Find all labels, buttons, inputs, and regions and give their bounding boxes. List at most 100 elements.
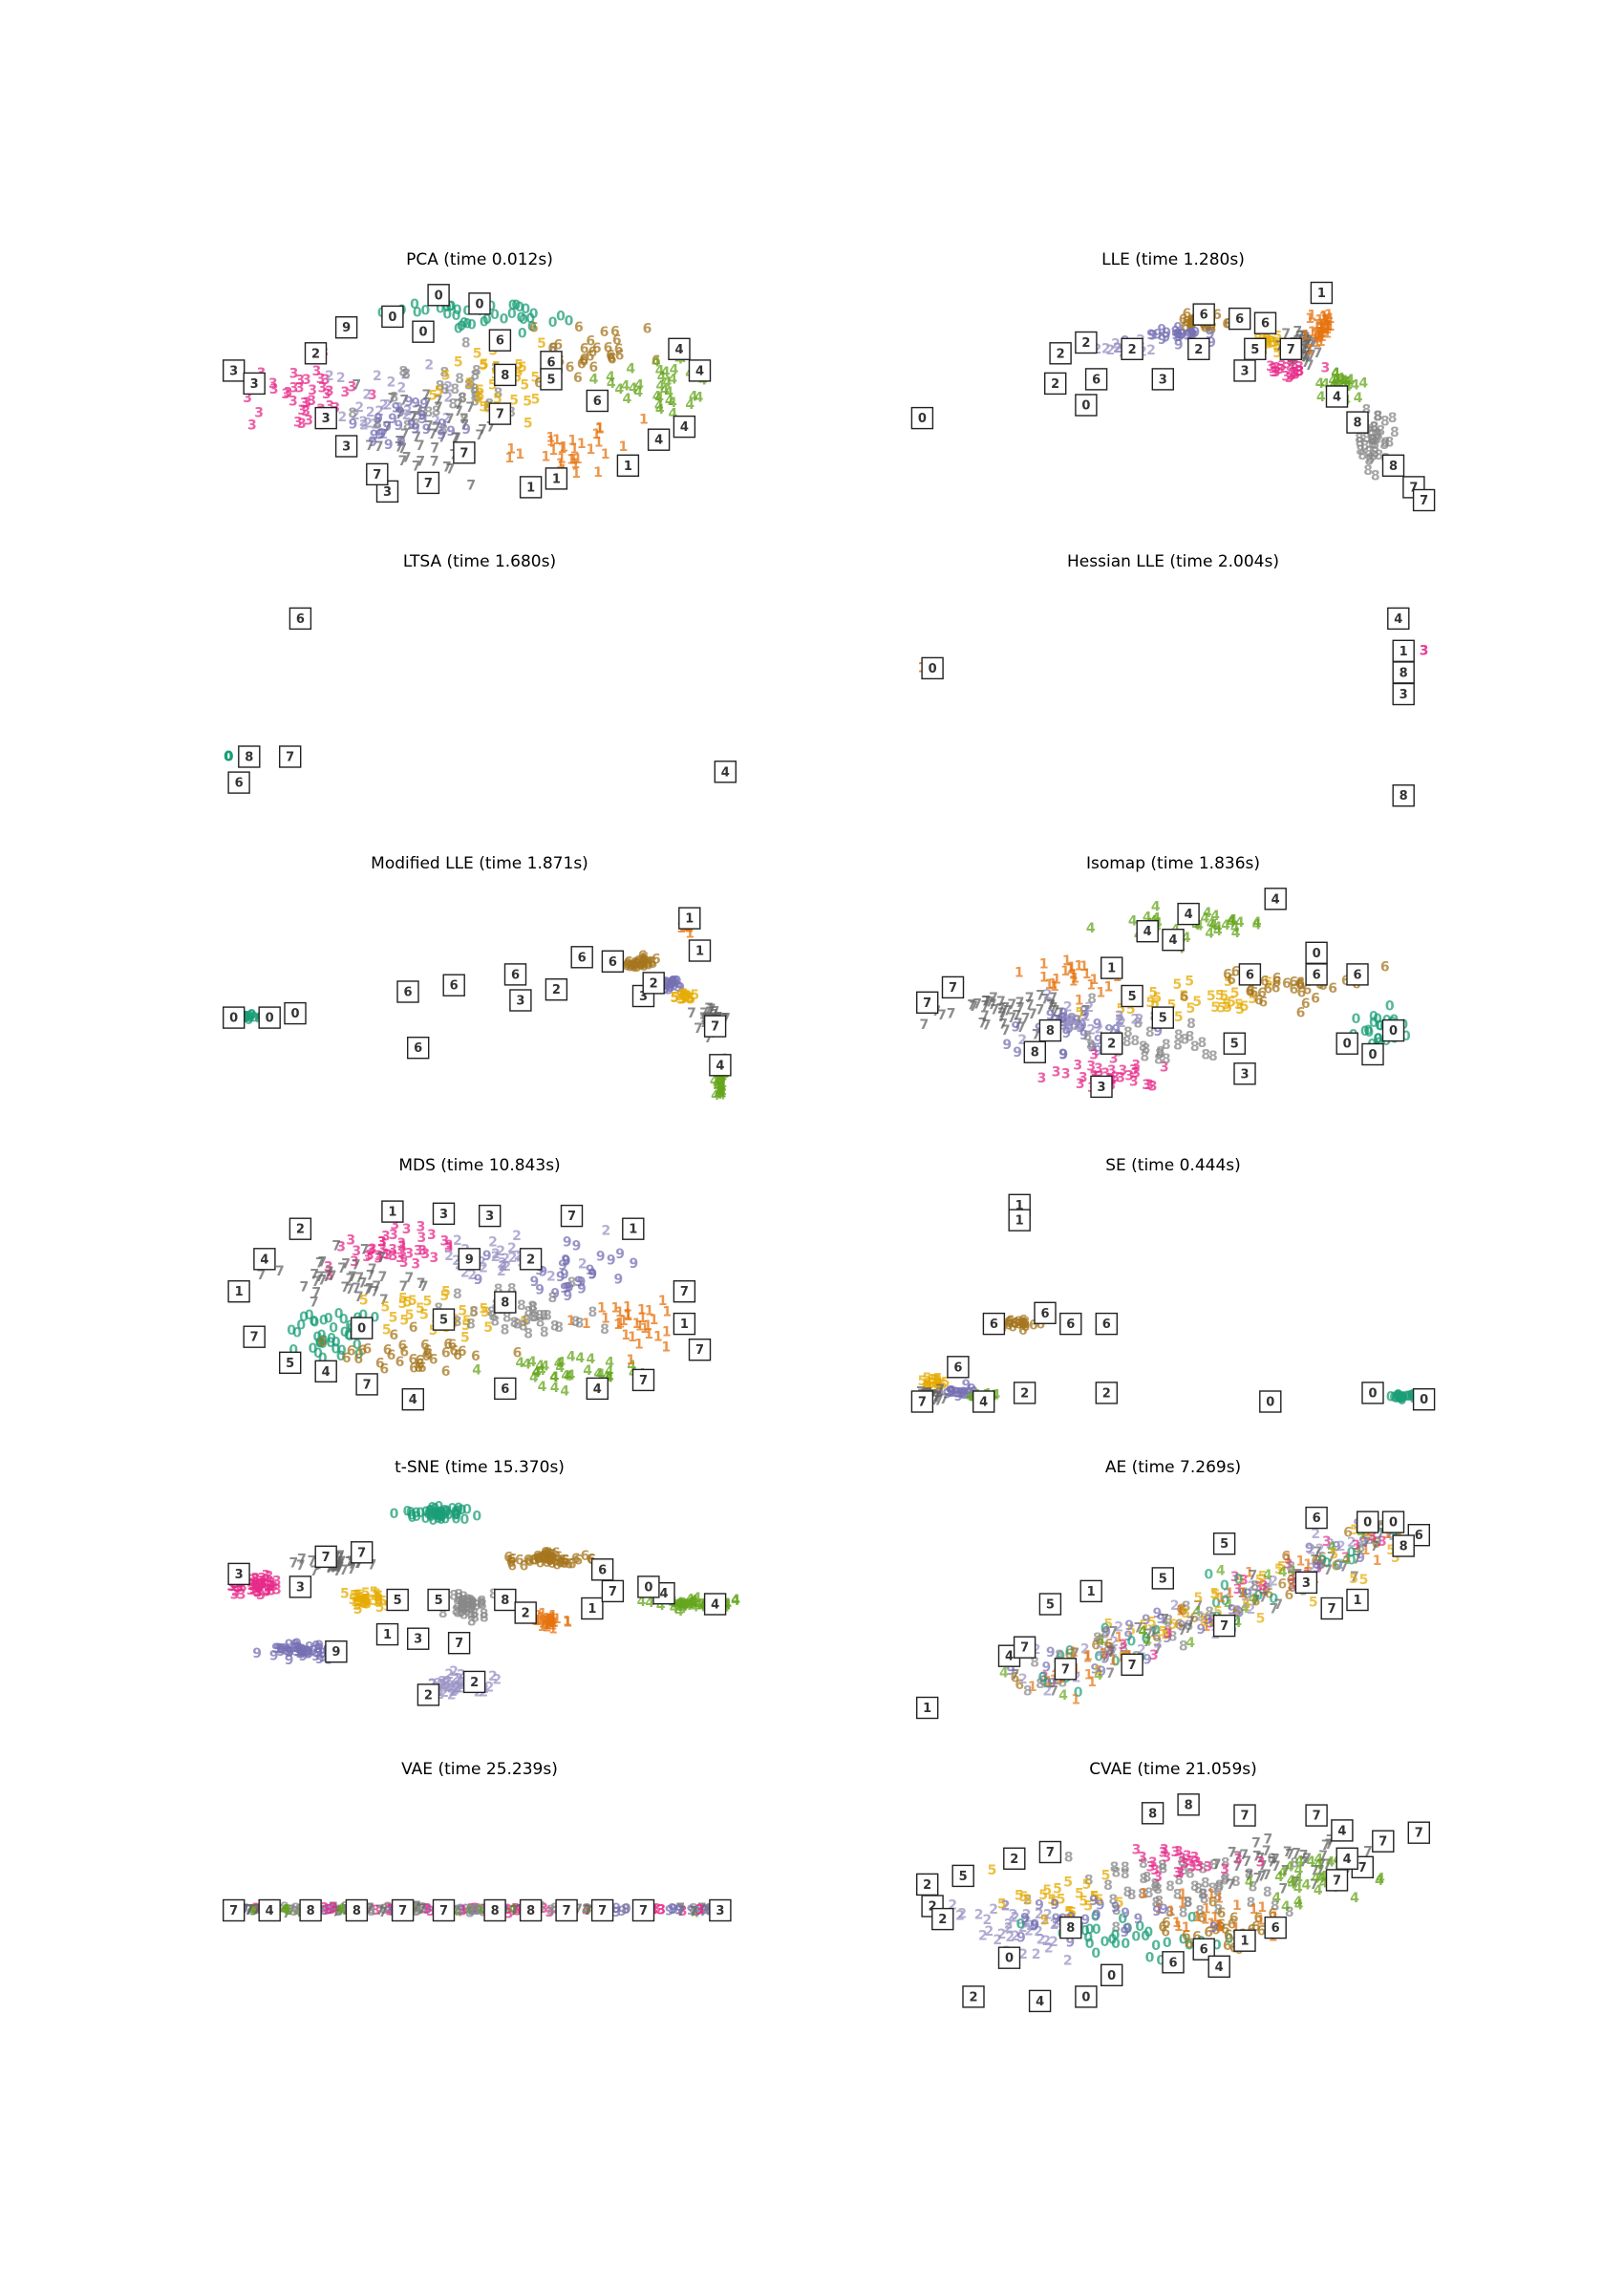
- data-point-digit-7: 7: [982, 995, 992, 1010]
- data-point-digit-6: 6: [515, 1554, 524, 1569]
- data-point-digit-0: 0: [1405, 1389, 1415, 1404]
- thumbnail-frame: [709, 1054, 732, 1077]
- data-point-digit-7: 7: [348, 1556, 357, 1572]
- data-point-digit-9: 9: [1173, 330, 1183, 345]
- data-point-digit-5: 5: [1064, 1905, 1074, 1920]
- data-point-digit-1: 1: [1069, 968, 1079, 983]
- thumbnail-frame: [494, 1291, 517, 1314]
- data-point-digit-8: 8: [473, 390, 482, 405]
- data-point-digit-1: 1: [619, 439, 629, 455]
- thumbnail-frame: [714, 761, 737, 783]
- data-point-digit-6: 6: [644, 955, 653, 971]
- thumbnail-frame: [1207, 1955, 1230, 1979]
- data-point-digit-3: 3: [249, 1582, 259, 1597]
- data-point-digit-9: 9: [664, 983, 673, 998]
- thumbnail-digit: 6: [1313, 968, 1321, 982]
- data-point-digit-3: 3: [395, 1251, 405, 1266]
- data-point-digit-3: 3: [1294, 364, 1304, 379]
- data-point-digit-6: 6: [647, 955, 656, 971]
- data-point-digit-0: 0: [1234, 1572, 1244, 1587]
- data-point-digit-7: 7: [1178, 1623, 1187, 1639]
- data-point-digit-6: 6: [546, 1551, 556, 1566]
- data-point-digit-1: 1: [1313, 317, 1322, 332]
- data-point-digit-3: 3: [1039, 1670, 1049, 1685]
- data-point-digit-1: 1: [601, 1311, 610, 1326]
- thumbnail-4: 4: [673, 415, 696, 439]
- thumbnail-3: 3: [406, 1627, 430, 1650]
- thumbnail-4: 4: [668, 337, 691, 361]
- data-point-digit-4: 4: [716, 1070, 726, 1085]
- data-point-digit-9: 9: [1171, 328, 1181, 343]
- thumbnail-digit: 4: [322, 1365, 331, 1380]
- data-point-digit-5: 5: [941, 1375, 951, 1390]
- data-point-digit-3: 3: [417, 1244, 427, 1259]
- thumbnail-3: 3: [243, 372, 266, 396]
- data-point-digit-8: 8: [513, 1317, 523, 1332]
- thumbnail-digit: 7: [1287, 343, 1295, 357]
- data-point-digit-0: 0: [292, 1326, 302, 1341]
- data-point-digit-7: 7: [478, 422, 487, 438]
- thumbnail-digit: 6: [598, 1563, 607, 1577]
- thumbnail-digit: 0: [1107, 1969, 1116, 1983]
- data-point-digit-6: 6: [1311, 1554, 1320, 1569]
- data-point-digit-0: 0: [421, 304, 431, 319]
- thumbnail-digit: 4: [593, 1382, 602, 1397]
- data-point-digit-0: 0: [1083, 1930, 1093, 1945]
- panel-title: LTSA (time 1.680s): [402, 552, 557, 571]
- data-point-digit-7: 7: [409, 410, 418, 425]
- data-point-digit-3: 3: [1160, 1060, 1169, 1075]
- thumbnail-6: 6: [488, 329, 512, 352]
- thumbnail-digit: 0: [1368, 1048, 1377, 1062]
- data-point-digit-1: 1: [643, 1318, 652, 1334]
- data-point-digit-8: 8: [1271, 1898, 1280, 1914]
- thumbnail-digit: 3: [322, 412, 331, 426]
- data-point-digit-6: 6: [318, 1335, 328, 1350]
- data-point-digit-2: 2: [1111, 336, 1121, 352]
- thumbnail-8: 8: [345, 1898, 369, 1922]
- data-point-digit-0: 0: [1131, 1929, 1141, 1944]
- data-point-digit-2: 2: [1096, 1644, 1105, 1660]
- data-point-digit-0: 0: [457, 1503, 466, 1518]
- data-point-digit-6: 6: [587, 1553, 596, 1568]
- data-point-digit-3: 3: [389, 1228, 398, 1243]
- data-point-digit-6: 6: [612, 333, 622, 349]
- data-point-digit-9: 9: [674, 1903, 684, 1918]
- thumbnail-8: 8: [1392, 661, 1415, 684]
- data-point-digit-2: 2: [373, 416, 382, 431]
- data-point-digit-3: 3: [1282, 357, 1292, 373]
- data-point-digit-2: 2: [1018, 1920, 1028, 1936]
- data-point-digit-5: 5: [922, 1371, 931, 1386]
- data-point-digit-7: 7: [296, 1558, 306, 1574]
- thumbnail-4: 4: [703, 1593, 727, 1616]
- data-point-digit-6: 6: [639, 953, 649, 968]
- data-point-digit-7: 7: [375, 1903, 385, 1918]
- data-point-digit-0: 0: [247, 1008, 257, 1023]
- data-point-digit-7: 7: [1299, 329, 1309, 344]
- data-point-digit-7: 7: [1313, 1545, 1322, 1560]
- data-point-digit-2: 2: [1042, 1683, 1052, 1699]
- data-point-digit-0: 0: [1085, 1937, 1095, 1952]
- data-point-digit-3: 3: [304, 414, 313, 429]
- data-point-digit-6: 6: [1152, 1630, 1162, 1645]
- data-point-digit-9: 9: [384, 438, 394, 453]
- data-point-digit-8: 8: [1151, 1880, 1161, 1896]
- data-point-digit-9: 9: [1243, 1587, 1252, 1602]
- data-point-digit-7: 7: [416, 454, 425, 469]
- data-point-digit-4: 4: [1194, 918, 1204, 933]
- thumbnail-frame: [453, 441, 476, 464]
- data-point-digit-5: 5: [670, 991, 679, 1006]
- data-point-digit-7: 7: [689, 1904, 698, 1919]
- thumbnail-frame: [1013, 1636, 1036, 1659]
- data-point-digit-2: 2: [1114, 1619, 1123, 1635]
- data-point-digit-4: 4: [1128, 914, 1138, 930]
- data-point-digit-9: 9: [374, 411, 383, 426]
- data-point-digit-6: 6: [417, 1361, 427, 1376]
- data-point-digit-7: 7: [573, 1902, 583, 1918]
- data-point-digit-1: 1: [1316, 317, 1326, 332]
- data-point-digit-9: 9: [296, 1644, 306, 1660]
- data-point-digit-8: 8: [1390, 425, 1400, 440]
- data-point-digit-6: 6: [1341, 974, 1351, 989]
- data-point-digit-2: 2: [351, 408, 360, 423]
- thumbnail-digit: 2: [552, 983, 561, 997]
